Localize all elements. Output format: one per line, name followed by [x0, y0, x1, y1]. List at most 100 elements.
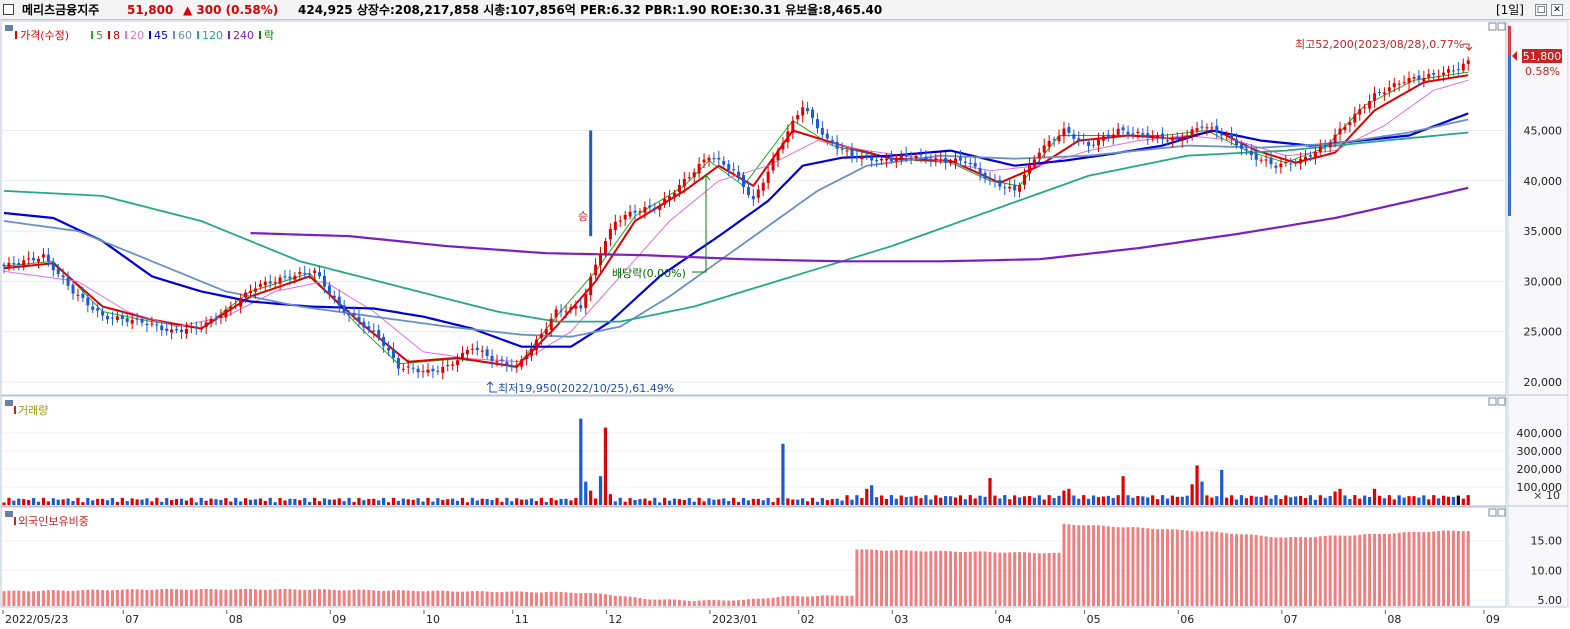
axis-scroll-indicator[interactable] [1508, 26, 1511, 56]
foreign-bar [515, 591, 519, 606]
volume-bar [520, 499, 524, 505]
candle-body [1092, 144, 1096, 146]
candle-body [22, 260, 26, 267]
volume-bar [1353, 495, 1357, 505]
candle-body [988, 178, 992, 180]
volume-bar [835, 498, 839, 505]
period-selector[interactable]: [1일] [1495, 3, 1524, 17]
candle-body [815, 119, 819, 129]
window-close-icon[interactable]: ✕ [1551, 4, 1563, 16]
foreign-bar [303, 589, 307, 606]
volume-bar [687, 498, 691, 505]
foreign-bar [894, 550, 898, 606]
candle-body [1328, 142, 1332, 148]
candle-body [1338, 128, 1342, 135]
volume-bar [1160, 495, 1165, 505]
candle-body [697, 163, 701, 174]
volume-bar [613, 501, 617, 505]
volume-bar [1003, 495, 1007, 505]
foreign-bar [835, 595, 839, 606]
candle-body [249, 290, 252, 294]
candle-body [944, 158, 948, 163]
high-arrow-icon [1463, 43, 1473, 51]
foreign-bar [61, 590, 65, 606]
candle-body [909, 157, 913, 159]
foreign-bar [574, 593, 578, 606]
select-checkbox[interactable] [3, 4, 14, 15]
candle-body [894, 158, 898, 162]
volume-bar [978, 495, 982, 505]
foreign-bar [12, 590, 16, 606]
window-minimize-icon[interactable]: □ [1535, 4, 1547, 16]
foreign-bar [727, 600, 731, 606]
volume-bar [1456, 495, 1460, 505]
price-tick-label: 45,000 [1524, 125, 1563, 138]
volume-bar [1170, 495, 1175, 505]
volume-bar [722, 498, 726, 505]
volume-bar [170, 500, 174, 505]
volume-bar [1402, 497, 1406, 505]
foreign-bar [623, 596, 627, 606]
candle-body [421, 371, 425, 373]
legend-item: 60 [178, 29, 192, 42]
current-price-tag [1522, 49, 1562, 63]
volume-bar [204, 500, 208, 505]
candle-body [391, 349, 395, 358]
volume-bar [199, 497, 203, 505]
foreign-bar [1225, 533, 1229, 606]
volume-bar [1412, 496, 1416, 505]
volume-bar [968, 495, 972, 505]
candle-body [1264, 159, 1268, 161]
high-annotation: 최고52,200(2023/08/28),0.77% [1295, 38, 1464, 51]
candle-body [66, 277, 70, 286]
candle-body [382, 336, 386, 347]
candle-body [1037, 152, 1041, 159]
volume-bar [855, 495, 859, 505]
volume-bar [529, 498, 534, 505]
candle-body [1032, 159, 1036, 167]
foreign-bar [1432, 531, 1436, 606]
volume-bar [993, 495, 997, 505]
candle-body [1244, 148, 1248, 150]
foreign-bar [973, 551, 977, 606]
volume-bar [776, 497, 780, 505]
candle-body [27, 258, 31, 260]
candle-body [692, 172, 696, 178]
volume-bar [1072, 495, 1076, 505]
x-tick-label: 12 [608, 613, 622, 626]
candle-body [1096, 139, 1100, 146]
candle-body [742, 174, 745, 187]
foreign-tick-label: 15.00 [1531, 535, 1563, 548]
volume-bar [559, 498, 563, 505]
panel-controls[interactable] [1488, 22, 1506, 517]
candle-body [1363, 107, 1367, 109]
legend-item: 120 [202, 29, 223, 42]
candle-body [1422, 77, 1426, 81]
candle-body [1087, 141, 1091, 146]
volume-bar [1017, 497, 1022, 505]
volume-bar [12, 500, 16, 505]
legend-swatch [91, 31, 93, 39]
candle-body [840, 148, 844, 150]
volume-bar [1057, 495, 1061, 505]
x-tick-label: 08 [229, 613, 243, 626]
foreign-bar [1220, 532, 1224, 606]
candle-body [1333, 134, 1337, 142]
candle-body [1259, 159, 1263, 161]
candle-body [1200, 126, 1204, 128]
volume-bar [944, 496, 948, 505]
candle-body [56, 268, 60, 275]
volume-bar [1013, 495, 1017, 505]
candle-body [1377, 92, 1381, 94]
volume-bar [150, 501, 154, 505]
volume-bar [386, 502, 391, 505]
legend-swatch [173, 31, 175, 39]
candle-body [904, 153, 908, 157]
foreign-bar [983, 551, 987, 606]
foreign-bar [244, 588, 248, 606]
foreign-bar [1427, 531, 1431, 606]
candle-body [791, 120, 795, 133]
axis-scroll-indicator[interactable] [1508, 26, 1511, 216]
volume-bar [515, 498, 519, 505]
volume-bar [283, 500, 287, 505]
